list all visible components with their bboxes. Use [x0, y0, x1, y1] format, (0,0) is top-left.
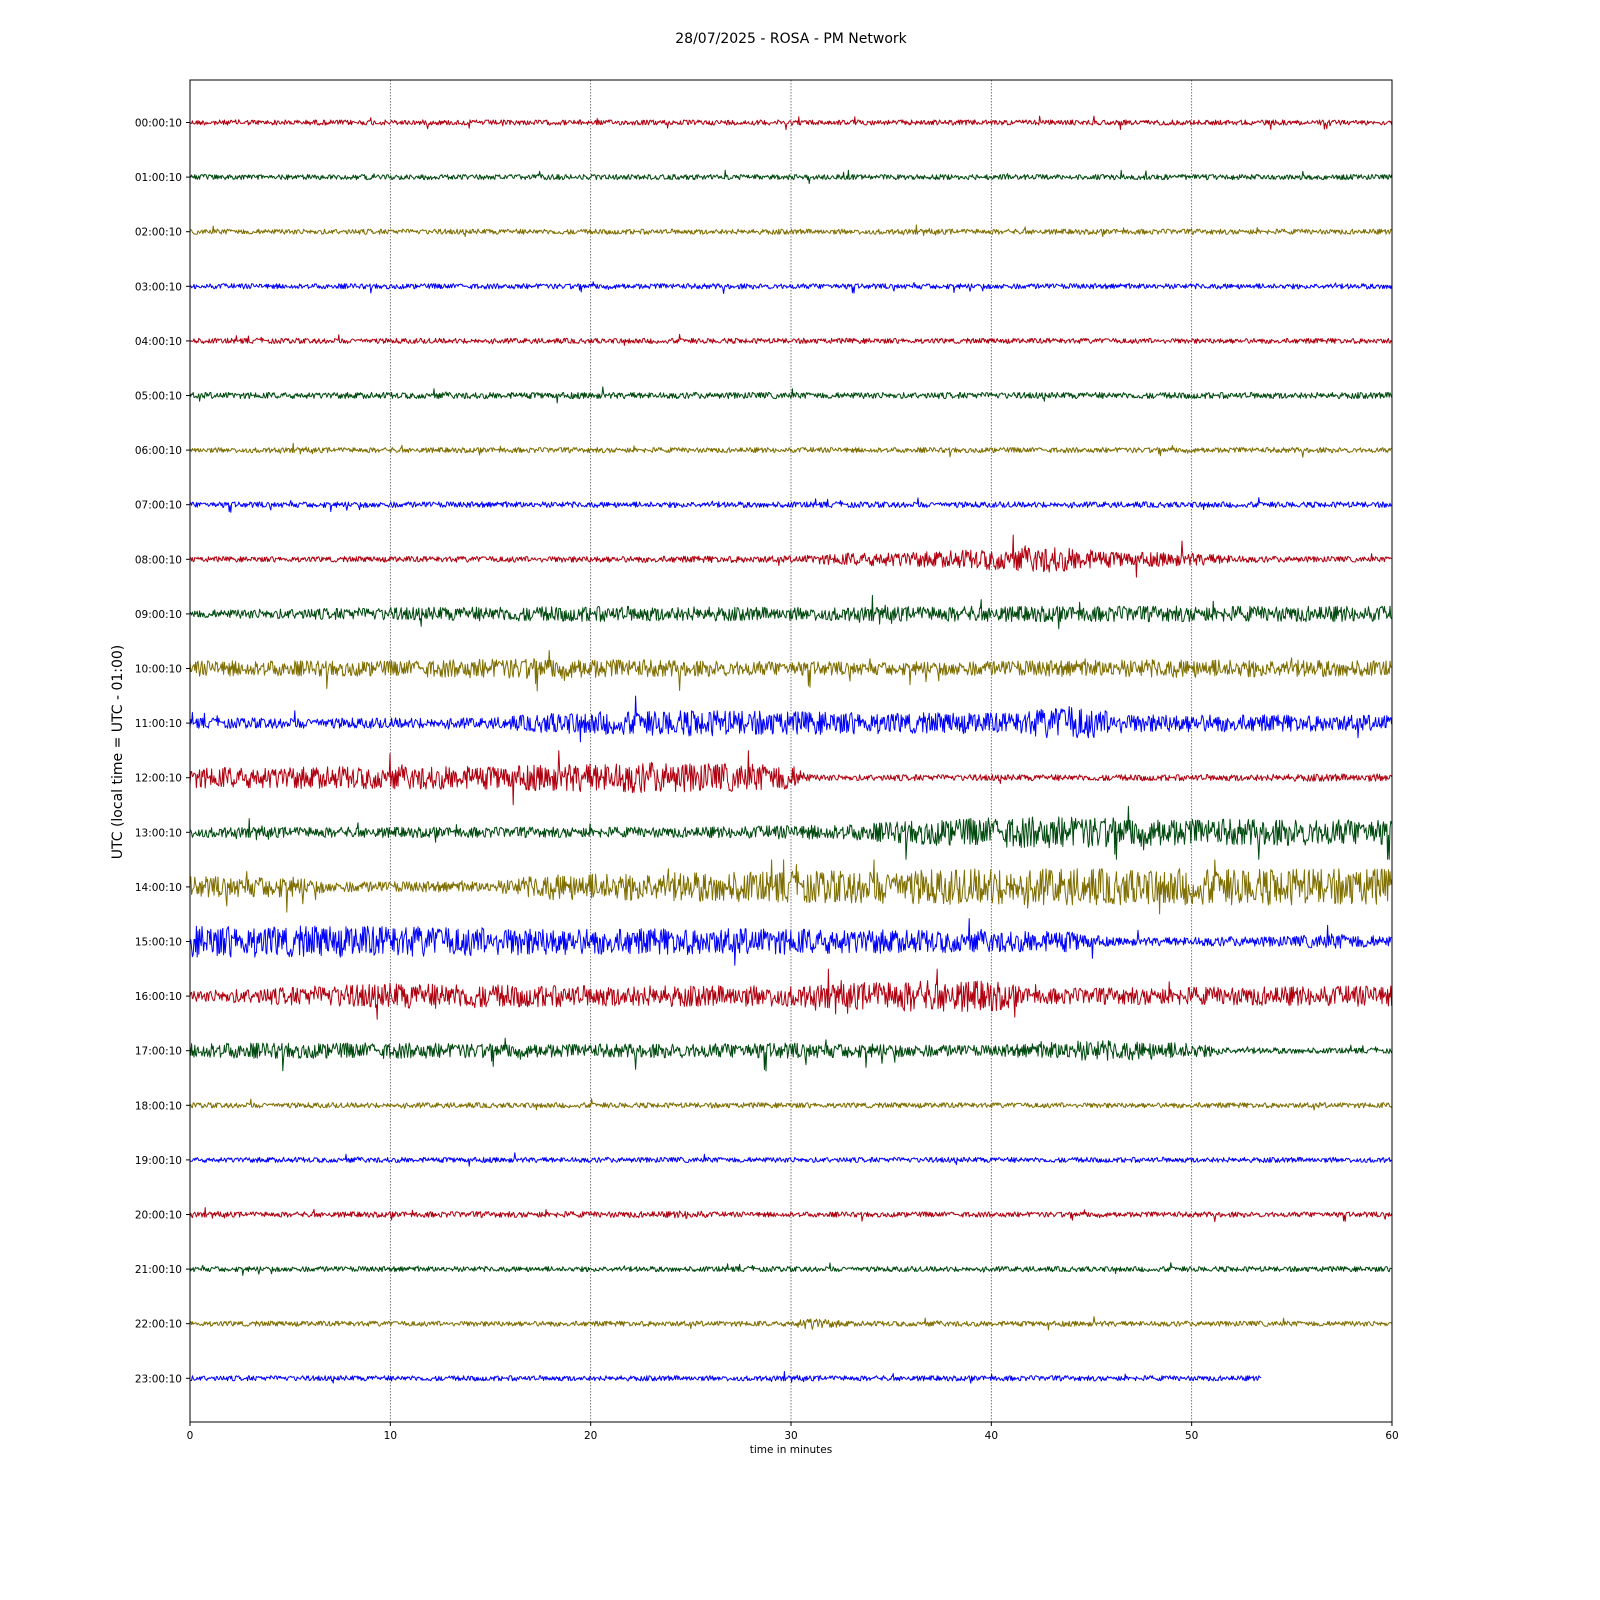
trace-00-00-10 [189, 115, 1393, 131]
x-tick-label: 50 [1185, 1430, 1198, 1442]
y-tick-label: 16:00:10 [135, 991, 182, 1003]
y-tick-label: 23:00:10 [135, 1373, 182, 1385]
trace-15-00-10 [189, 918, 1392, 966]
trace-16-00-10 [189, 968, 1393, 1020]
trace-20-00-10 [189, 1207, 1393, 1223]
y-tick-label: 15:00:10 [135, 937, 182, 949]
trace-18-00-10 [189, 1098, 1393, 1111]
y-tick-label: 19:00:10 [135, 1155, 182, 1167]
x-tick-labels: 0 10 20 30 40 50 60 [187, 1422, 1399, 1442]
y-tick-label: 10:00:10 [135, 664, 182, 676]
grid-lines [389, 80, 1193, 1422]
y-tick-label: 08:00:10 [135, 554, 182, 566]
trace-14-00-10 [189, 859, 1393, 915]
y-tick-label: 03:00:10 [135, 281, 182, 293]
x-tick-label: 40 [985, 1430, 998, 1442]
y-tick-label: 06:00:10 [135, 445, 182, 457]
y-tick-label: 07:00:10 [135, 500, 182, 512]
y-tick-label: 20:00:10 [135, 1210, 182, 1222]
chart-title: 28/07/2025 - ROSA - PM Network [675, 31, 907, 47]
y-axis-label: UTC (local time = UTC - 01:00) [110, 645, 126, 860]
trace-12-00-10 [189, 750, 1393, 806]
x-tick-label: 60 [1385, 1430, 1398, 1442]
trace-11-00-10 [189, 695, 1393, 743]
y-tick-labels: 00:00:10 01:00:10 02:00:10 03:00:10 04:00:10… [135, 118, 190, 1385]
trace-22-00-10 [189, 1316, 1392, 1331]
y-tick-label: 09:00:10 [135, 609, 182, 621]
y-tick-label: 14:00:10 [135, 882, 182, 894]
trace-03-00-10 [189, 281, 1393, 294]
y-tick-label: 17:00:10 [135, 1046, 182, 1058]
trace-06-00-10 [189, 442, 1392, 458]
y-tick-label: 21:00:10 [135, 1264, 182, 1276]
trace-17-00-10 [189, 1037, 1393, 1072]
y-tick-label: 18:00:10 [135, 1100, 182, 1112]
trace-13-00-10 [189, 805, 1393, 860]
y-tick-label: 22:00:10 [135, 1319, 182, 1331]
y-tick-label: 05:00:10 [135, 391, 182, 403]
trace-group [189, 115, 1393, 1384]
y-tick-label: 13:00:10 [135, 827, 182, 839]
trace-02-00-10 [189, 224, 1392, 238]
trace-23-00-10 [189, 1371, 1262, 1384]
trace-08-00-10 [189, 534, 1392, 578]
trace-07-00-10 [189, 497, 1393, 513]
x-tick-label: 0 [187, 1430, 194, 1442]
y-tick-label: 00:00:10 [135, 118, 182, 130]
x-axis-label: time in minutes [750, 1444, 832, 1456]
y-tick-label: 02:00:10 [135, 227, 182, 239]
trace-05-00-10 [189, 386, 1393, 404]
x-tick-label: 30 [784, 1430, 797, 1442]
trace-21-00-10 [189, 1262, 1392, 1276]
x-tick-label: 10 [384, 1430, 397, 1442]
y-tick-label: 01:00:10 [135, 172, 182, 184]
trace-09-00-10 [189, 594, 1393, 630]
trace-01-00-10 [189, 169, 1393, 185]
x-tick-label: 20 [584, 1430, 597, 1442]
y-tick-label: 11:00:10 [135, 718, 182, 730]
trace-04-00-10 [189, 333, 1393, 346]
trace-10-00-10 [189, 650, 1392, 692]
y-tick-label: 04:00:10 [135, 336, 182, 348]
y-tick-label: 12:00:10 [135, 773, 182, 785]
trace-19-00-10 [189, 1152, 1392, 1167]
